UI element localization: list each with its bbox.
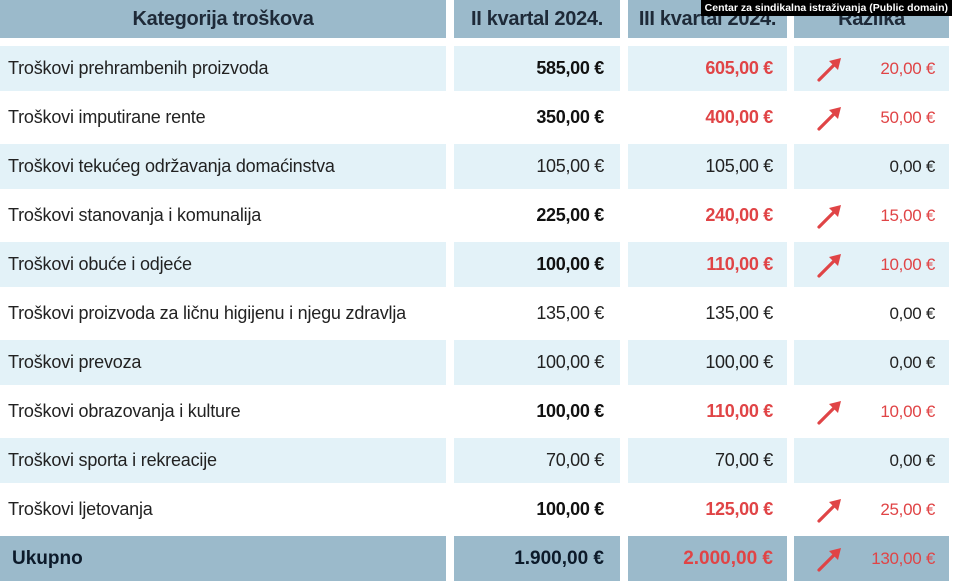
diff-value: 50,00 € <box>880 107 935 127</box>
q3-value-cell: 110,00 € <box>628 242 787 287</box>
category-cell: Troškovi sporta i rekreacije <box>0 438 446 483</box>
q2-value-cell: 135,00 € <box>454 291 620 336</box>
category-cell: Troškovi obuće i odjeće <box>0 242 446 287</box>
total-diff-value: 130,00 € <box>871 548 935 568</box>
diff-value: 0,00 € <box>889 303 936 323</box>
total-q3: 2.000,00 € <box>628 536 787 581</box>
diff-value: 10,00 € <box>880 401 935 421</box>
table-row: Troškovi obuće i odjeće 100,00 €110,00 € 1… <box>0 242 954 287</box>
diff-cell: 0,00 € <box>794 291 949 336</box>
q3-value-cell: 400,00 € <box>628 95 787 140</box>
table-row: Troškovi prevoza 100,00 €100,00 €0,00 € <box>0 340 954 385</box>
table-row: Troškovi prehrambenih proizvoda 585,00 €6… <box>0 46 954 91</box>
category-cell: Troškovi imputirane rente <box>0 95 446 140</box>
table-row: Troškovi imputirane rente 350,00 €400,00 … <box>0 95 954 140</box>
diff-value: 15,00 € <box>880 205 935 225</box>
diff-cell: 10,00 € <box>794 242 949 287</box>
table-row: Troškovi sporta i rekreacije 70,00 €70,00… <box>0 438 954 483</box>
category-cell: Troškovi stanovanja i komunalija <box>0 193 446 238</box>
q3-value-cell: 605,00 € <box>628 46 787 91</box>
header-category: Kategorija troškova <box>0 0 446 38</box>
total-diff-cell: 130,00 € <box>794 536 949 581</box>
increase-arrow-icon <box>817 107 841 131</box>
q2-value-cell: 100,00 € <box>454 487 620 532</box>
total-label: Ukupno <box>0 536 446 581</box>
table-row: Troškovi stanovanja i komunalija 225,00 €… <box>0 193 954 238</box>
category-cell: Troškovi tekućeg održavanja domaćinstva <box>0 144 446 189</box>
q2-value-cell: 585,00 € <box>454 46 620 91</box>
header-q2: II kvartal 2024. <box>454 0 620 38</box>
diff-cell: 15,00 € <box>794 193 949 238</box>
increase-arrow-icon <box>817 205 841 229</box>
increase-arrow-icon <box>817 254 841 278</box>
diff-value: 0,00 € <box>889 352 936 372</box>
increase-arrow-icon <box>817 499 841 523</box>
category-cell: Troškovi obrazovanja i kulture <box>0 389 446 434</box>
table-row: Troškovi obrazovanja i kulture 100,00 €11… <box>0 389 954 434</box>
diff-value: 25,00 € <box>880 499 935 519</box>
q3-value-cell: 240,00 € <box>628 193 787 238</box>
q3-value-cell: 110,00 € <box>628 389 787 434</box>
image-credit: Centar za sindikalna istraživanja (Publi… <box>700 0 952 16</box>
category-cell: Troškovi ljetovanja <box>0 487 446 532</box>
q2-value-cell: 100,00 € <box>454 242 620 287</box>
diff-cell: 0,00 € <box>794 438 949 483</box>
category-cell: Troškovi prehrambenih proizvoda <box>0 46 446 91</box>
table-row: Troškovi ljetovanja 100,00 €125,00 € 25,00… <box>0 487 954 532</box>
increase-arrow-icon <box>817 548 841 572</box>
diff-value: 20,00 € <box>880 58 935 78</box>
diff-value: 10,00 € <box>880 254 935 274</box>
total-row: Ukupno 1.900,00 €2.000,00 € 130,00 € <box>0 536 954 581</box>
diff-cell: 25,00 € <box>794 487 949 532</box>
q3-value-cell: 100,00 € <box>628 340 787 385</box>
q3-value-cell: 70,00 € <box>628 438 787 483</box>
q2-value-cell: 225,00 € <box>454 193 620 238</box>
increase-arrow-icon <box>817 58 841 82</box>
diff-cell: 20,00 € <box>794 46 949 91</box>
diff-cell: 10,00 € <box>794 389 949 434</box>
diff-value: 0,00 € <box>889 156 936 176</box>
diff-cell: 0,00 € <box>794 340 949 385</box>
q2-value-cell: 350,00 € <box>454 95 620 140</box>
q3-value-cell: 105,00 € <box>628 144 787 189</box>
diff-cell: 50,00 € <box>794 95 949 140</box>
table-row: Troškovi proizvoda za ličnu higijenu i n… <box>0 291 954 336</box>
diff-cell: 0,00 € <box>794 144 949 189</box>
total-q2: 1.900,00 € <box>454 536 620 581</box>
q2-value-cell: 100,00 € <box>454 340 620 385</box>
diff-value: 0,00 € <box>889 450 936 470</box>
increase-arrow-icon <box>817 401 841 425</box>
q3-value-cell: 125,00 € <box>628 487 787 532</box>
q2-value-cell: 105,00 € <box>454 144 620 189</box>
q2-value-cell: 100,00 € <box>454 389 620 434</box>
q3-value-cell: 135,00 € <box>628 291 787 336</box>
table-row: Troškovi tekućeg održavanja domaćinstva 1… <box>0 144 954 189</box>
category-cell: Troškovi proizvoda za ličnu higijenu i n… <box>0 291 446 336</box>
q2-value-cell: 70,00 € <box>454 438 620 483</box>
category-cell: Troškovi prevoza <box>0 340 446 385</box>
